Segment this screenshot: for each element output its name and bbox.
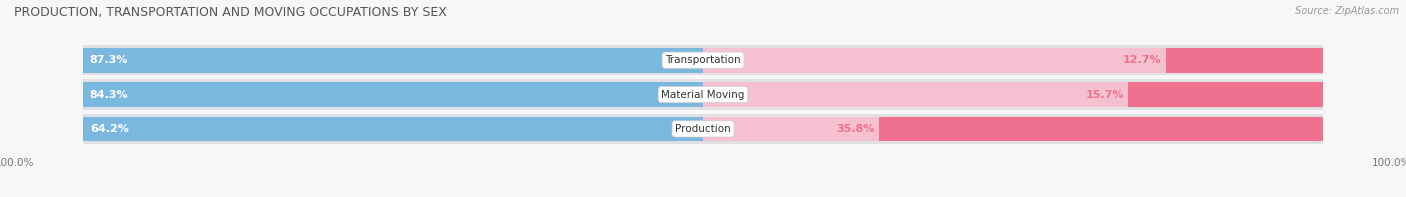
- Text: Transportation: Transportation: [665, 55, 741, 65]
- Text: 15.7%: 15.7%: [1085, 90, 1125, 99]
- Bar: [83, 45, 1323, 75]
- Bar: [83, 114, 1323, 144]
- Text: 87.3%: 87.3%: [90, 55, 128, 65]
- Bar: [703, 48, 1166, 72]
- Text: 84.3%: 84.3%: [90, 90, 128, 99]
- Text: Production: Production: [675, 124, 731, 134]
- Bar: [1166, 48, 1323, 72]
- Bar: [83, 82, 1129, 107]
- Text: 35.8%: 35.8%: [837, 124, 875, 134]
- Text: Material Moving: Material Moving: [661, 90, 745, 99]
- Bar: [703, 117, 879, 141]
- Bar: [83, 117, 879, 141]
- Bar: [879, 117, 1323, 141]
- Bar: [1129, 82, 1323, 107]
- Bar: [703, 82, 1129, 107]
- Text: 64.2%: 64.2%: [90, 124, 129, 134]
- Text: PRODUCTION, TRANSPORTATION AND MOVING OCCUPATIONS BY SEX: PRODUCTION, TRANSPORTATION AND MOVING OC…: [14, 6, 447, 19]
- Text: Source: ZipAtlas.com: Source: ZipAtlas.com: [1295, 6, 1399, 16]
- Text: 12.7%: 12.7%: [1123, 55, 1161, 65]
- Bar: [83, 48, 1166, 72]
- Bar: [83, 79, 1323, 110]
